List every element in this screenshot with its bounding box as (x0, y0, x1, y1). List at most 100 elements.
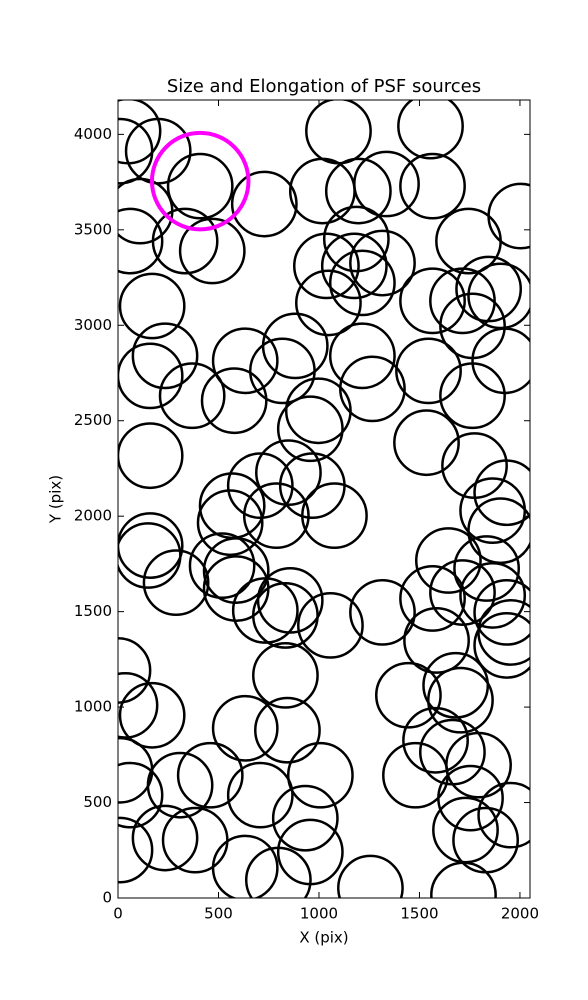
y-tick-label: 3000 (74, 316, 112, 334)
psf-source (403, 607, 470, 674)
psf-source (118, 272, 186, 340)
psf-source (445, 731, 512, 799)
psf-source (402, 706, 469, 774)
y-axis-label: Y (pix) (47, 475, 65, 524)
psf-source (453, 535, 520, 602)
psf-source (301, 482, 368, 550)
psf-source (166, 152, 234, 220)
y-tick-label: 500 (83, 793, 112, 811)
x-tick-label: 0 (113, 905, 123, 923)
psf-source (196, 489, 264, 557)
psf-source (439, 362, 506, 430)
psf-source (459, 562, 527, 629)
psf-source (328, 322, 396, 390)
psf-source (226, 452, 294, 520)
psf-source (427, 666, 494, 734)
y-tick-label: 1500 (74, 602, 112, 620)
psf-source (429, 559, 496, 626)
psf-source (176, 741, 244, 809)
psf-source (118, 681, 186, 749)
psf-source (118, 512, 184, 579)
psf-source (435, 207, 502, 275)
psf-source (255, 439, 322, 507)
psf-source (399, 267, 466, 335)
psf-source (477, 781, 530, 849)
x-tick-label: 1500 (400, 905, 438, 923)
y-tick-label: 3500 (74, 220, 112, 238)
y-tick-label: 2500 (74, 411, 112, 429)
psf-source (142, 549, 210, 617)
psf-source (211, 327, 279, 395)
y-tick-label: 1000 (74, 698, 112, 716)
psf-source (322, 205, 390, 273)
psf-source (276, 395, 344, 463)
psf-source (131, 804, 199, 872)
psf-source (349, 229, 416, 297)
psf-source (211, 694, 279, 762)
psf-source (399, 565, 466, 632)
psf-source (242, 482, 310, 550)
psf-source (477, 599, 530, 666)
psf-source (211, 834, 279, 898)
x-tick-label: 1000 (300, 905, 338, 923)
psf-source (118, 637, 152, 704)
psf-source (397, 100, 464, 160)
psf-source (349, 578, 416, 646)
psf-source (149, 130, 251, 232)
psf-source (178, 217, 246, 285)
psf-source (118, 422, 184, 490)
psf-source (118, 342, 184, 410)
psf-source (395, 337, 462, 405)
psf-source (473, 459, 530, 527)
psf-source (131, 322, 199, 390)
psf-source (158, 362, 226, 430)
psf-source (393, 409, 460, 477)
psf-source (375, 661, 442, 729)
psf-source (328, 249, 396, 317)
psf-source (399, 152, 466, 220)
psf-source (437, 764, 504, 832)
y-tick-label: 2000 (74, 507, 112, 525)
psf-source (284, 377, 352, 445)
psf-source (151, 207, 219, 275)
x-axis-label: X (pix) (299, 929, 348, 947)
psf-source (226, 761, 294, 829)
psf-source (202, 537, 270, 604)
psf-source (200, 367, 268, 435)
psf-source (320, 232, 388, 300)
psf-source (188, 532, 256, 600)
psf-source (295, 269, 362, 337)
psf-source (118, 522, 182, 589)
psf-source (118, 816, 154, 884)
psf-source (430, 861, 497, 898)
chart-title: Size and Elongation of PSF sources (167, 76, 481, 97)
psf-source (324, 157, 392, 225)
psf-source (353, 150, 420, 218)
y-tick-label: 0 (102, 889, 112, 907)
psf-source (414, 527, 482, 594)
plot-area (118, 100, 530, 898)
psf-source (473, 612, 530, 679)
x-tick-label: 500 (204, 905, 233, 923)
psf-source (297, 591, 364, 659)
psf-source (261, 312, 329, 380)
psf-source (271, 784, 339, 852)
psf-source (293, 232, 360, 300)
psf-source (337, 854, 404, 898)
psf-source (473, 579, 530, 646)
x-tick-label: 2000 (501, 905, 539, 923)
psf-source (467, 497, 530, 565)
psf-source (146, 751, 214, 819)
psf-source (252, 641, 319, 709)
psf-source (455, 255, 523, 323)
psf-source (118, 761, 164, 829)
psf-source (118, 207, 164, 275)
y-tick-label: 4000 (74, 125, 112, 143)
psf-source (244, 846, 312, 898)
psf-source (230, 170, 298, 238)
psf-source (254, 696, 321, 764)
psf-source (252, 582, 319, 649)
psf-source (286, 741, 354, 809)
